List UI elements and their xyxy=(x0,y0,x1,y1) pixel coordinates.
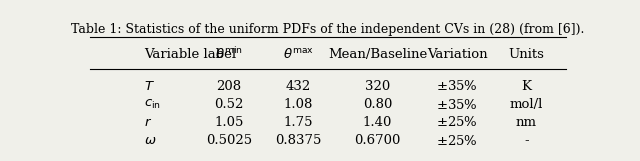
Text: Variable label: Variable label xyxy=(145,47,237,61)
Text: 208: 208 xyxy=(216,80,241,93)
Text: $\omega$: $\omega$ xyxy=(145,134,157,147)
Text: 1.75: 1.75 xyxy=(284,116,313,129)
Text: 320: 320 xyxy=(365,80,390,93)
Text: $\theta^{\mathrm{max}}$: $\theta^{\mathrm{max}}$ xyxy=(283,47,314,61)
Text: $\theta^{\mathrm{min}}$: $\theta^{\mathrm{min}}$ xyxy=(215,46,243,62)
Text: 1.05: 1.05 xyxy=(214,116,243,129)
Text: 432: 432 xyxy=(285,80,311,93)
Text: K: K xyxy=(522,80,531,93)
Text: $\pm$35%: $\pm$35% xyxy=(436,79,478,93)
Text: Mean/Baseline: Mean/Baseline xyxy=(328,47,428,61)
Text: $\pm$25%: $\pm$25% xyxy=(436,115,478,129)
Text: $\pm$25%: $\pm$25% xyxy=(436,134,478,148)
Text: 0.52: 0.52 xyxy=(214,98,243,111)
Text: 1.40: 1.40 xyxy=(363,116,392,129)
Text: nm: nm xyxy=(516,116,537,129)
Text: Units: Units xyxy=(508,47,545,61)
Text: 0.8375: 0.8375 xyxy=(275,134,321,147)
Text: mol/l: mol/l xyxy=(509,98,543,111)
Text: $\pm$35%: $\pm$35% xyxy=(436,98,478,112)
Text: 0.80: 0.80 xyxy=(363,98,392,111)
Text: $c_{\rm in}$: $c_{\rm in}$ xyxy=(145,98,161,111)
Text: Table 1: Statistics of the uniform PDFs of the independent CVs in (28) (from [6]: Table 1: Statistics of the uniform PDFs … xyxy=(71,23,585,36)
Text: Variation: Variation xyxy=(427,47,487,61)
Text: 0.6700: 0.6700 xyxy=(355,134,401,147)
Text: 1.08: 1.08 xyxy=(284,98,313,111)
Text: $T$: $T$ xyxy=(145,80,156,93)
Text: 0.5025: 0.5025 xyxy=(205,134,252,147)
Text: $r$: $r$ xyxy=(145,116,152,129)
Text: -: - xyxy=(524,134,529,147)
